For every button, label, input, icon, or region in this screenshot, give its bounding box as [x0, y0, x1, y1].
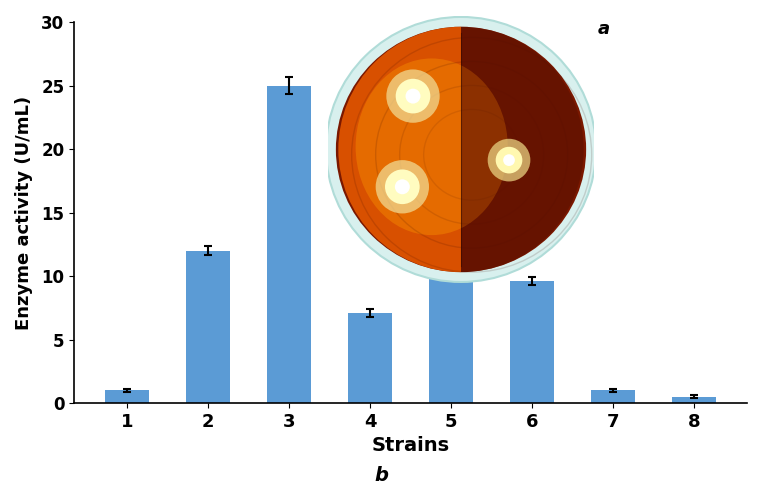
Circle shape — [488, 139, 530, 181]
Circle shape — [405, 89, 421, 103]
Circle shape — [385, 170, 420, 204]
Y-axis label: Enzyme activity (U/mL): Enzyme activity (U/mL) — [15, 96, 33, 330]
Circle shape — [496, 147, 523, 173]
X-axis label: Strains: Strains — [372, 437, 450, 455]
Bar — [347, 313, 392, 403]
Ellipse shape — [326, 17, 596, 282]
Wedge shape — [338, 27, 461, 272]
Circle shape — [395, 79, 431, 114]
Bar — [510, 281, 555, 403]
Ellipse shape — [356, 58, 507, 235]
Circle shape — [386, 70, 440, 123]
Circle shape — [376, 160, 429, 214]
Bar — [672, 397, 716, 403]
Bar — [267, 86, 312, 403]
Text: a: a — [598, 20, 610, 38]
Bar — [591, 391, 636, 403]
Bar — [104, 391, 149, 403]
Wedge shape — [461, 27, 584, 272]
Bar — [429, 238, 473, 403]
Bar — [186, 251, 230, 403]
Text: b: b — [374, 466, 388, 485]
Circle shape — [395, 179, 410, 194]
Ellipse shape — [336, 27, 586, 272]
Circle shape — [503, 154, 515, 166]
